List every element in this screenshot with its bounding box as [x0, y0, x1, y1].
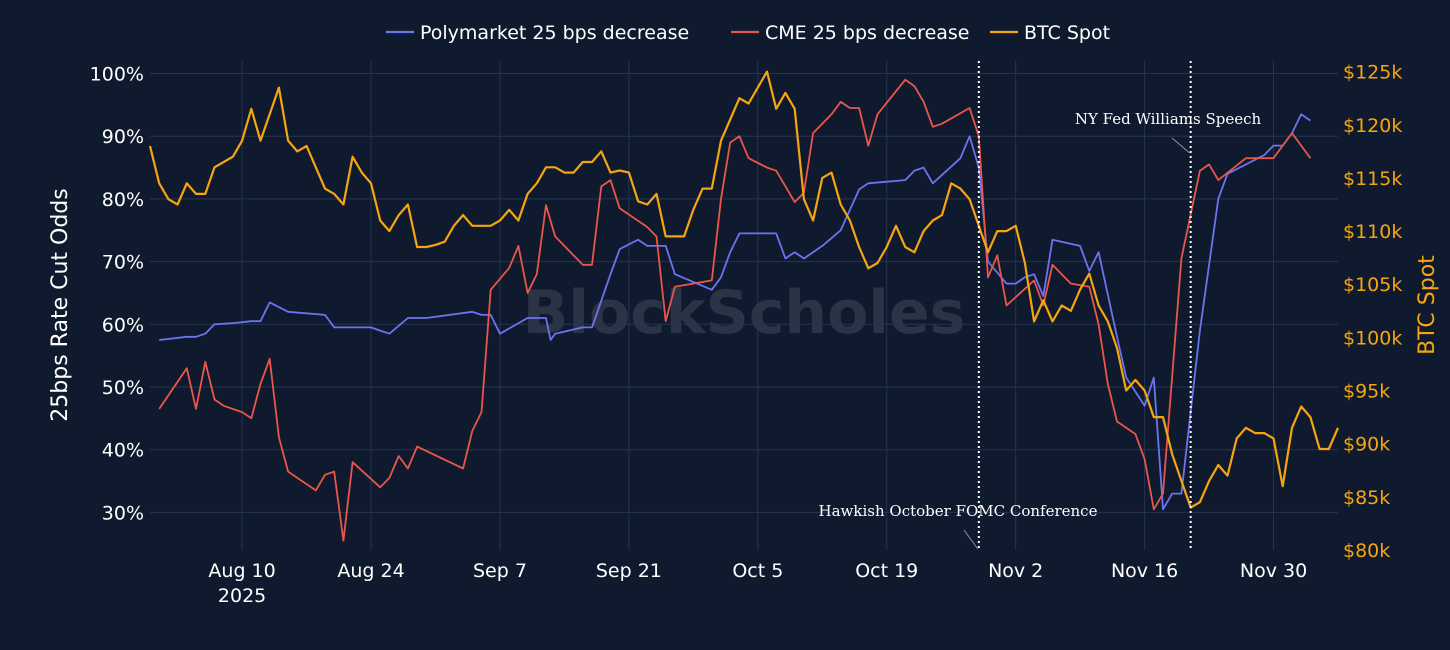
watermark: BlockScholes — [523, 278, 966, 348]
x-tick-label: Sep 21 — [596, 560, 662, 582]
y-left-tick-label: 40% — [102, 440, 144, 462]
series-line-polymarket-25-bps-decrease — [159, 113, 1311, 511]
legend-label-polymarket-25-bps-decrease: Polymarket 25 bps decrease — [420, 22, 689, 44]
y-right-tick-label: $110k — [1343, 221, 1402, 243]
series-layer — [148, 70, 1340, 542]
annotation-label-williams: NY Fed Williams Speech — [1075, 110, 1262, 128]
x-axis: Aug 10 2025 Aug 24 Sep 7 Sep 21 Oct 5 Oct 19 No… — [208, 560, 1307, 607]
legend-label-cme-25-bps-decrease: CME 25 bps decrease — [765, 22, 970, 44]
y-left-tick-label: 70% — [102, 252, 144, 274]
y-right-tick-label: $105k — [1343, 274, 1402, 296]
y-left-tick-label: 80% — [102, 189, 144, 211]
x-tick-label: Nov 2 — [988, 560, 1043, 582]
y-right-tick-label: $80k — [1343, 540, 1390, 562]
x-tick-label: Nov 30 — [1240, 560, 1307, 582]
y-right-tick-label: $100k — [1343, 327, 1402, 349]
y-right-tick-label: $125k — [1343, 62, 1402, 84]
annotation-arrow-williams — [1171, 137, 1190, 154]
y-right-tick-label: $90k — [1343, 434, 1390, 456]
y-left-tick-label: 90% — [102, 126, 144, 148]
annotation-arrow-fomc — [963, 529, 979, 550]
series-line-btc-spot — [148, 70, 1340, 509]
legend-label-btc-spot: BTC Spot — [1024, 22, 1110, 44]
x-tick-label: Nov 16 — [1111, 560, 1178, 582]
y-axis-right-title: BTC Spot — [1415, 255, 1440, 355]
y-left-tick-label: 50% — [102, 377, 144, 399]
y-right-tick-label: $95k — [1343, 381, 1390, 403]
y-axis-left-title: 25bps Rate Cut Odds — [48, 188, 73, 421]
x-tick-label: Oct 19 — [855, 560, 918, 582]
annotation-label-fomc: Hawkish October FOMC Conference — [819, 502, 1098, 520]
y-right-tick-label: $85k — [1343, 487, 1390, 509]
left-axis: 30% 40% 50% 60% 70% 80% 90% 100% — [90, 64, 144, 525]
y-left-tick-label: 60% — [102, 314, 144, 336]
x-tick-year-label: 2025 — [218, 585, 266, 607]
y-right-tick-label: $120k — [1343, 115, 1402, 137]
x-tick-label: Aug 10 — [208, 560, 275, 582]
right-axis: $80k $85k $90k $95k $100k $105k $110k $115k $120… — [1343, 62, 1402, 562]
x-tick-label: Aug 24 — [337, 560, 404, 582]
annotation-layer: Hawkish October FOMC Conference NY Fed Wi… — [819, 61, 1262, 550]
y-right-tick-label: $115k — [1343, 168, 1402, 190]
y-left-tick-label: 30% — [102, 502, 144, 524]
x-tick-label: Sep 7 — [473, 560, 527, 582]
legend: Polymarket 25 bps decrease CME 25 bps dec… — [386, 22, 1110, 44]
y-left-tick-label: 100% — [90, 64, 144, 86]
x-tick-label: Oct 5 — [732, 560, 783, 582]
series-line-cme-25-bps-decrease — [158, 78, 1312, 542]
